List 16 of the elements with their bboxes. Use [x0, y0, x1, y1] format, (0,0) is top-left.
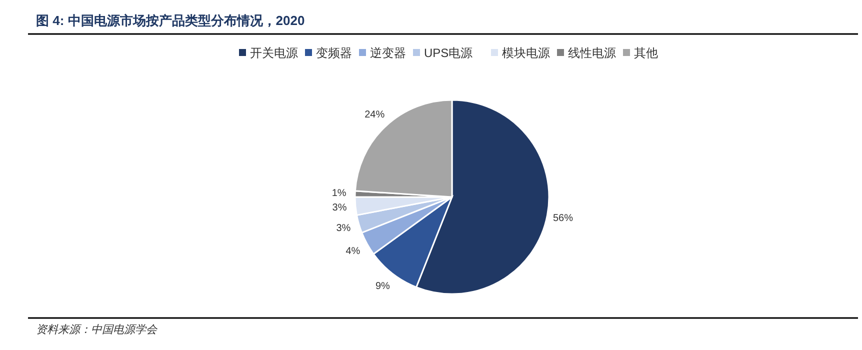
data-label: 1% — [332, 188, 346, 200]
data-label: 9% — [376, 280, 390, 292]
text: 资料来源：中国电源学会 — [36, 323, 158, 336]
chart-title: 图 4: 中国电源市场按产品类型分布情况，2020 — [36, 13, 305, 28]
data-label: 56% — [552, 212, 574, 224]
data-label: 24% — [364, 109, 385, 120]
legend-label: 逆变器 — [370, 46, 406, 60]
legend-label: 模块电源 — [502, 46, 550, 60]
legend-label: 其他 — [634, 46, 658, 60]
legend-label: 线性电源 — [568, 46, 616, 60]
data-label: 4% — [346, 246, 360, 258]
data-label: 3% — [332, 202, 347, 214]
data-label: 3% — [336, 223, 351, 234]
legend-label: 开关电源 — [250, 46, 298, 60]
legend-label: 变频器 — [316, 46, 352, 60]
legend-label: UPS电源 — [424, 46, 473, 60]
